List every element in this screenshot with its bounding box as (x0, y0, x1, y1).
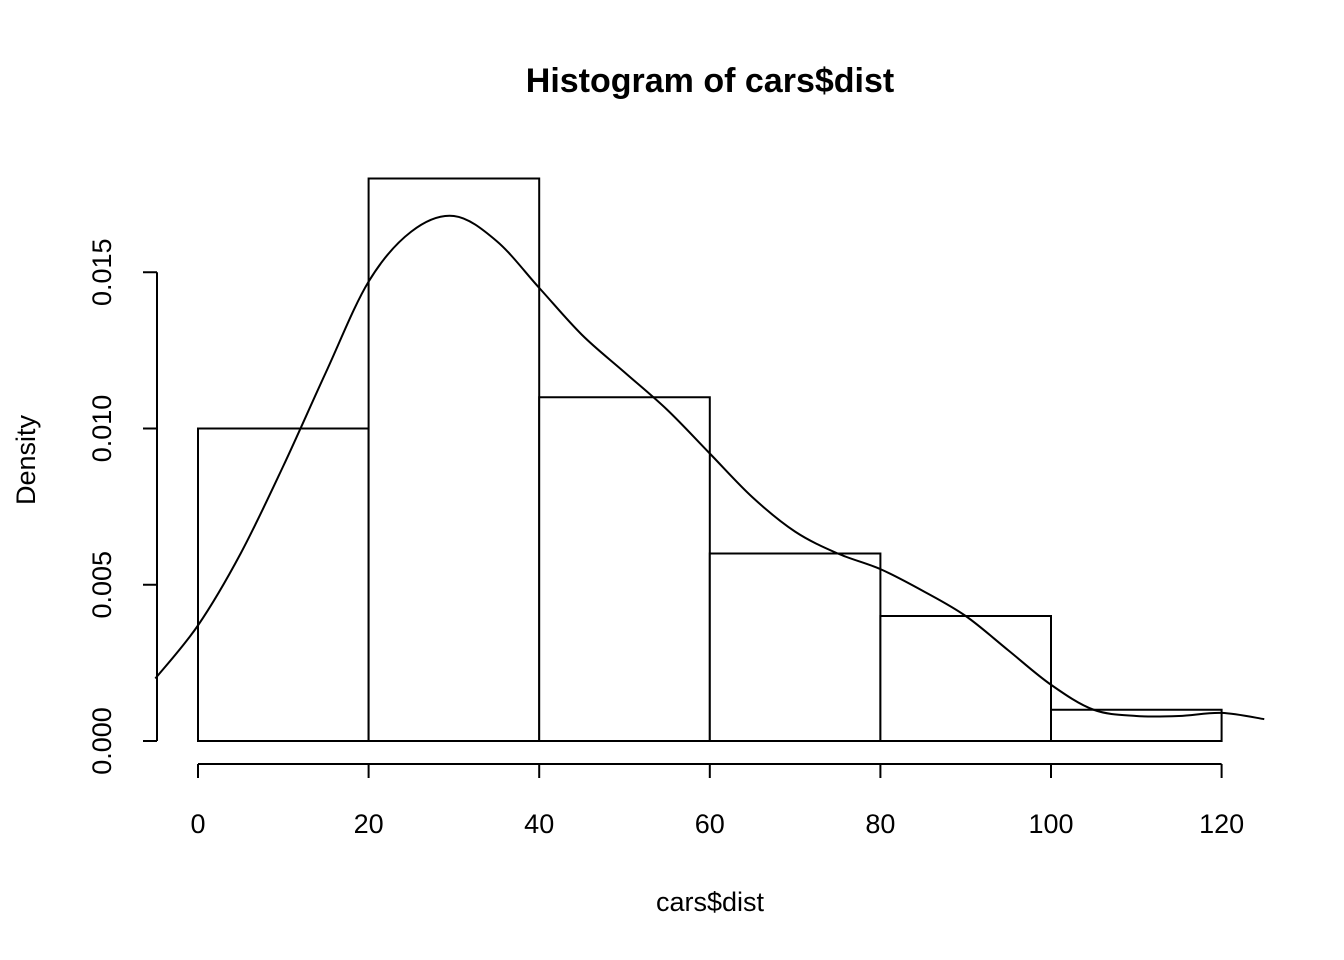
x-tick-label-2: 40 (524, 809, 554, 839)
x-tick-label-5: 100 (1028, 809, 1073, 839)
y-axis-label: Density (11, 414, 41, 505)
y-tick-label-1: 0.005 (87, 551, 117, 619)
y-tick-label-0: 0.000 (87, 707, 117, 775)
histogram-bars (197, 177, 1223, 742)
density-curve (154, 214, 1265, 721)
histogram-bar-1 (367, 177, 541, 742)
density-layer (154, 214, 1265, 721)
histogram-bar-2 (538, 396, 711, 742)
x-tick-label-3: 60 (695, 809, 725, 839)
x-tick-label-4: 80 (865, 809, 895, 839)
x-axis-label: cars$dist (656, 887, 765, 917)
x-tick-label-0: 0 (190, 809, 205, 839)
x-tick-label-1: 20 (354, 809, 384, 839)
y-axis: 0.000 0.005 0.010 0.015 (87, 238, 158, 775)
x-axis: 0 20 40 60 80 100 120 (190, 763, 1244, 839)
y-tick-label-3: 0.015 (87, 238, 117, 306)
histogram-bar-4 (879, 615, 1053, 742)
histogram-bar-0 (197, 427, 370, 742)
histogram-bar-3 (708, 552, 882, 742)
y-tick-label-2: 0.010 (87, 395, 117, 463)
x-tick-label-6: 120 (1199, 809, 1244, 839)
chart-title: Histogram of cars$dist (526, 62, 894, 100)
